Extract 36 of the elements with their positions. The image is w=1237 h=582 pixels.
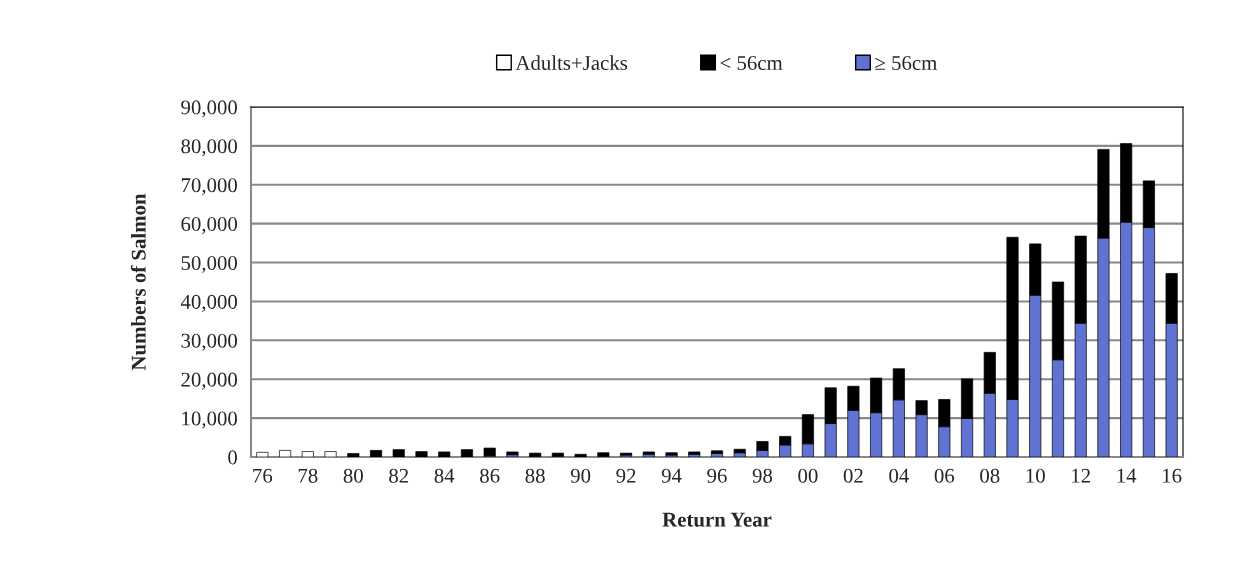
y-tick-label: 60,000 — [181, 217, 238, 235]
legend-label: Adults+Jacks — [515, 55, 628, 71]
x-tick-label: 14 — [1117, 468, 1137, 483]
x-tick-label: 94 — [661, 468, 682, 483]
x-tick-label: 06 — [934, 468, 955, 483]
x-axis-title: Return Year — [662, 512, 772, 527]
x-tick-label: 16 — [1163, 468, 1182, 483]
x-tick-label: 84 — [434, 468, 455, 483]
x-tick-label: 12 — [1072, 468, 1090, 483]
y-tick-label: 10,000 — [182, 411, 238, 429]
y-tick-label: 20,000 — [181, 372, 238, 390]
y-tick-label: 90,000 — [181, 100, 238, 118]
y-tick-label: 50,000 — [181, 255, 238, 273]
x-tick-label: 08 — [980, 468, 1000, 483]
x-tick-label: 90 — [570, 468, 591, 483]
x-tick-label: 10 — [1026, 468, 1045, 483]
legend-label: ≥ 56cm — [875, 56, 938, 71]
y-tick-label: 70,000 — [181, 178, 238, 196]
y-tick-label: 80,000 — [181, 139, 238, 157]
y-axis-title: Numbers of Salmon — [130, 193, 146, 371]
x-tick-label: 92 — [616, 468, 636, 483]
x-tick-label: 96 — [707, 468, 727, 483]
x-tick-label: 78 — [298, 468, 318, 483]
y-tick-label: 40,000 — [180, 294, 238, 312]
x-tick-label: 86 — [480, 468, 500, 483]
x-tick-label: 00 — [798, 468, 818, 483]
y-tick-label: 30,000 — [181, 333, 238, 351]
x-tick-label: 98 — [752, 468, 773, 483]
y-tick-label: 0 — [228, 450, 238, 465]
x-tick-label: 88 — [525, 468, 545, 483]
x-tick-label: 76 — [253, 468, 273, 483]
legend-label: < 56cm — [720, 56, 783, 71]
x-tick-label: 82 — [389, 468, 409, 483]
x-tick-label: 02 — [843, 468, 863, 483]
x-tick-label: 80 — [343, 468, 363, 483]
x-tick-label: 04 — [889, 468, 909, 483]
